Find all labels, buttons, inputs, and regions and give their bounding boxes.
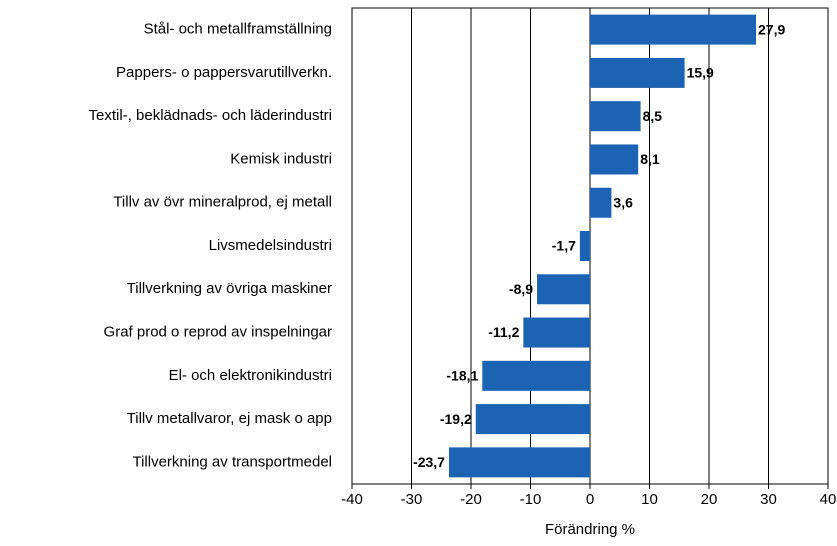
- bar: [579, 231, 590, 261]
- value-label: 27,9: [758, 21, 785, 37]
- bar: [590, 57, 685, 88]
- value-label: -23,7: [413, 454, 445, 470]
- x-tick-label: 30: [760, 491, 777, 508]
- value-label: -19,2: [440, 411, 472, 427]
- bar: [590, 14, 757, 45]
- value-label: 8,5: [643, 108, 663, 124]
- value-label: -18,1: [446, 368, 478, 384]
- value-label: 15,9: [687, 65, 714, 81]
- y-tick-label: Graf prod o reprod av inspelningar: [104, 324, 332, 341]
- bar: [523, 317, 590, 348]
- y-tick-label: Tillv av övr mineralprod, ej metall: [113, 194, 332, 211]
- bar: [590, 144, 639, 175]
- y-tick-label: El- och elektronikindustri: [169, 367, 332, 384]
- plot-border: [351, 7, 829, 485]
- value-label: -8,9: [509, 281, 533, 297]
- x-tick-label: -20: [460, 491, 482, 508]
- x-tick-label: 0: [586, 491, 594, 508]
- x-tick-label: 40: [820, 491, 837, 508]
- bar: [475, 404, 590, 435]
- y-tick-label: Livsmedelsindustri: [209, 237, 332, 254]
- y-tick-label: Stål- och metallframställning: [144, 21, 332, 38]
- y-tick-label: Tillverkning av transportmedel: [132, 453, 332, 470]
- value-label: -11,2: [488, 324, 519, 340]
- x-tick-label: 10: [641, 491, 658, 508]
- y-tick-label: Textil-, beklädnads- och läderindustri: [89, 107, 332, 124]
- y-tick-label: Tillverkning av övriga maskiner: [127, 280, 332, 297]
- bar: [448, 447, 590, 478]
- bar: [590, 187, 612, 218]
- bar: [482, 360, 590, 391]
- value-label: 3,6: [613, 194, 633, 210]
- x-axis-label: Förändring %: [545, 521, 635, 538]
- x-tick-label: -40: [341, 491, 363, 508]
- value-label: 8,1: [640, 151, 660, 167]
- x-tick-label: -10: [520, 491, 542, 508]
- value-label: -1,7: [552, 238, 576, 254]
- bar: [590, 101, 641, 132]
- y-tick-label: Tillv metallvaror, ej mask o app: [127, 410, 332, 427]
- x-tick-label: 20: [701, 491, 718, 508]
- y-tick-label: Kemisk industri: [230, 150, 332, 167]
- y-tick-label: Pappers- o pappersvarutillverkn.: [116, 64, 332, 81]
- x-tick-label: -30: [401, 491, 423, 508]
- bar: [537, 274, 590, 305]
